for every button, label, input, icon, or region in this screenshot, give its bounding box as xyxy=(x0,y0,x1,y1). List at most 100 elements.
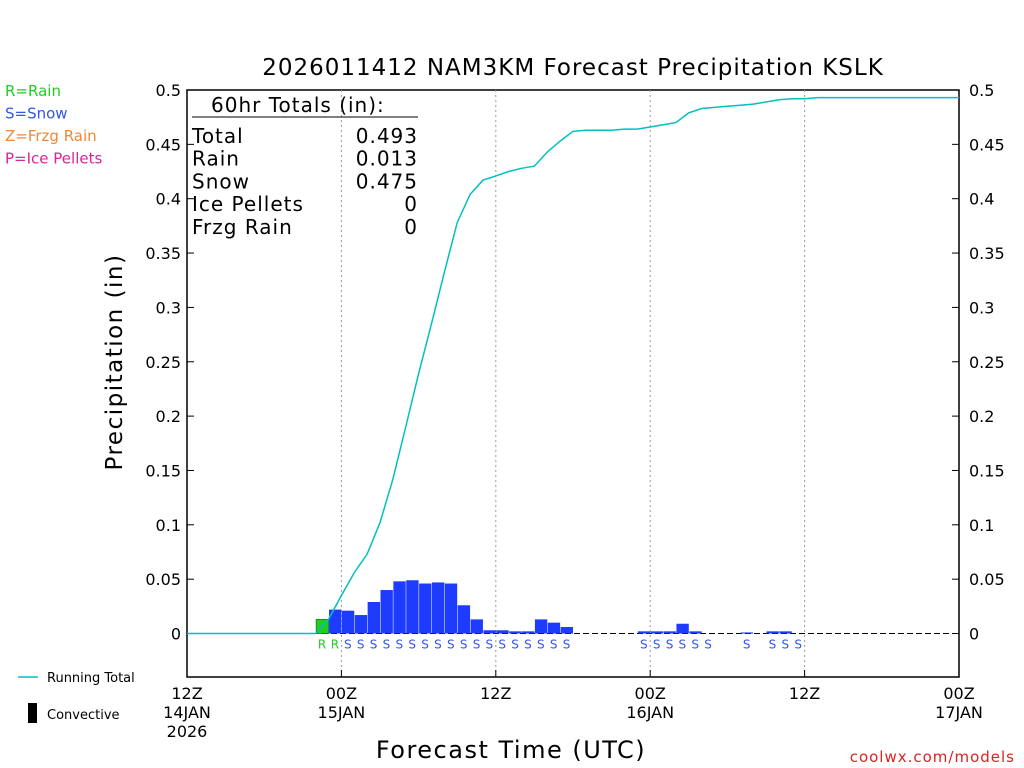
y-tick-label-left: 0.05 xyxy=(145,570,181,589)
precip-type-letter: S xyxy=(691,638,699,652)
precip-type-letter: S xyxy=(794,638,802,652)
precip-type-legend-item: S=Snow xyxy=(5,105,68,123)
precip-type-letter: S xyxy=(473,638,481,652)
snow-bar xyxy=(766,631,779,634)
totals-row-value: 0 xyxy=(404,215,418,239)
precip-type-letter: S xyxy=(563,638,571,652)
totals-row-label: Frzg Rain xyxy=(192,215,293,239)
totals-row-value: 0.475 xyxy=(356,169,418,193)
precip-type-letter: S xyxy=(447,638,455,652)
precip-type-letter: S xyxy=(344,638,352,652)
snow-bar xyxy=(560,626,573,634)
x-tick-label: 2026 xyxy=(167,722,208,741)
totals-row-value: 0.013 xyxy=(356,147,418,171)
precip-type-letter: S xyxy=(511,638,519,652)
precip-type-letter: S xyxy=(781,638,789,652)
snow-bar xyxy=(650,631,664,634)
chart-title: 2026011412 NAM3KM Forecast Precipitation… xyxy=(262,55,884,81)
precip-type-letter: S xyxy=(498,638,506,652)
y-tick-label-left: 0.15 xyxy=(145,461,181,480)
x-tick-label: 12Z xyxy=(789,684,820,703)
precip-type-letter: S xyxy=(666,638,674,652)
snow-bar xyxy=(329,609,342,634)
y-axis-label: Precipitation (in) xyxy=(102,254,128,471)
y-tick-label-right: 0.05 xyxy=(969,570,1005,589)
x-tick-label: 12Z xyxy=(171,684,202,703)
running-total-legend-label: Running Total xyxy=(47,671,135,686)
x-tick-label: 00Z xyxy=(943,684,974,703)
totals-row-label: Rain xyxy=(192,147,240,171)
snow-bar xyxy=(341,610,355,634)
y-tick-label-right: 0.2 xyxy=(969,407,994,426)
snow-bar xyxy=(457,605,471,634)
precip-type-letter: S xyxy=(460,638,468,652)
running-total-line xyxy=(187,96,959,635)
snow-bar xyxy=(431,582,445,634)
convective-legend-swatch xyxy=(28,703,37,723)
totals-row-label: Total xyxy=(191,124,244,148)
x-tick-label: 00Z xyxy=(635,684,666,703)
y-tick-label-left: 0 xyxy=(171,625,181,644)
plot-frame xyxy=(186,89,960,678)
precip-type-legend-item: P=Ice Pellets xyxy=(5,150,102,168)
y-tick-label-right: 0.25 xyxy=(969,353,1005,372)
snow-bar xyxy=(534,619,548,634)
y-tick-label-right: 0.45 xyxy=(969,135,1005,154)
precip-type-letter: S xyxy=(743,638,751,652)
y-tick-label-left: 0.1 xyxy=(156,516,181,535)
y-tick-label-left: 0.2 xyxy=(156,407,181,426)
snow-bar xyxy=(406,580,419,634)
x-tick-label: 12Z xyxy=(480,684,511,703)
precip-type-legend-item: Z=Frzg Rain xyxy=(5,127,97,145)
watermark: coolwx.com/models xyxy=(850,748,1015,766)
precip-type-letter: S xyxy=(408,638,416,652)
snow-bar xyxy=(522,631,535,634)
y-tick-label-left: 0.25 xyxy=(145,353,181,372)
snow-bar xyxy=(393,581,406,634)
y-tick-label-left: 0.35 xyxy=(145,244,181,263)
y-tick-label-left: 0.45 xyxy=(145,135,181,154)
snow-bar xyxy=(509,631,522,634)
x-tick-label: 17JAN xyxy=(935,703,983,722)
precip-type-letter: S xyxy=(537,638,545,652)
totals-row-label: Snow xyxy=(192,169,250,193)
snow-bar xyxy=(637,631,651,634)
x-axis-label: Forecast Time (UTC) xyxy=(376,736,646,764)
snow-bar xyxy=(689,631,702,634)
snow-bar xyxy=(444,583,458,634)
precip-type-letter: S xyxy=(357,638,365,652)
y-tick-label-left: 0.5 xyxy=(156,81,181,100)
y-tick-label-right: 0 xyxy=(969,625,979,644)
snow-bar xyxy=(779,631,792,634)
x-tick-label: 00Z xyxy=(326,684,357,703)
precip-type-letter: S xyxy=(640,638,648,652)
totals-row-value: 0 xyxy=(404,192,418,216)
precip-type-letter: R xyxy=(331,638,339,652)
precip-type-letter: S xyxy=(704,638,712,652)
precip-type-letter: S xyxy=(524,638,532,652)
snow-bar xyxy=(470,619,483,634)
snow-bar xyxy=(663,631,676,634)
precip-type-legend-item: R=Rain xyxy=(5,82,61,100)
precip-type-letter: S xyxy=(769,638,777,652)
snow-bar xyxy=(483,630,496,634)
snow-bar xyxy=(740,632,754,634)
precip-type-letter: R xyxy=(318,638,326,652)
precip-type-letter: S xyxy=(679,638,687,652)
y-tick-label-right: 0.4 xyxy=(969,190,994,209)
snow-bar xyxy=(496,630,509,634)
precip-type-letter: S xyxy=(550,638,558,652)
y-tick-label-left: 0.3 xyxy=(156,298,181,317)
snow-bar xyxy=(547,622,561,634)
snow-bar xyxy=(419,583,432,634)
precip-type-letter: S xyxy=(486,638,494,652)
y-tick-label-right: 0.1 xyxy=(969,516,994,535)
y-tick-label-right: 0.3 xyxy=(969,298,994,317)
totals-row-label: Ice Pellets xyxy=(192,192,304,216)
precip-type-letter: S xyxy=(395,638,403,652)
y-tick-label-left: 0.4 xyxy=(156,190,181,209)
snow-bar xyxy=(367,601,380,634)
y-tick-label-right: 0.5 xyxy=(969,81,994,100)
precip-type-letter: S xyxy=(370,638,378,652)
